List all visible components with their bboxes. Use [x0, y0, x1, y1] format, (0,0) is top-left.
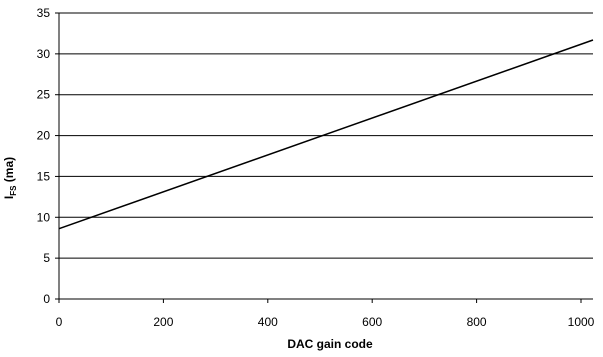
y-axis-title-subscript: FS: [9, 185, 18, 196]
y-tick-label: 5: [43, 251, 50, 265]
x-tick-label: 200: [153, 315, 173, 329]
y-tick-label: 0: [43, 292, 50, 306]
y-tick-label: 10: [37, 210, 51, 224]
x-axis-title: DAC gain code: [287, 337, 373, 351]
y-tick-label: 30: [37, 47, 51, 61]
y-tick-label: 35: [37, 6, 51, 20]
y-axis-title-main: I: [2, 196, 16, 199]
x-ticks: 0 200 400 600 800 1000: [56, 299, 595, 329]
y-tick-label: 20: [37, 129, 51, 143]
x-tick-label: 400: [258, 315, 278, 329]
y-tick-label: 25: [37, 88, 51, 102]
y-axis-title: IFS (ma): [2, 157, 18, 199]
x-tick-label: 600: [362, 315, 382, 329]
y-tick-label: 15: [37, 169, 51, 183]
series-line: [58, 39, 594, 230]
y-ticks: 0 5 10 15 20 25 30 35: [37, 6, 59, 306]
x-tick-label: 1000: [568, 315, 595, 329]
y-axis-title-unit: (ma): [2, 157, 16, 186]
axes: [58, 13, 593, 300]
series: [58, 39, 594, 230]
x-tick-label: 800: [467, 315, 487, 329]
x-tick-label: 0: [56, 315, 63, 329]
gridlines: [59, 12, 593, 259]
